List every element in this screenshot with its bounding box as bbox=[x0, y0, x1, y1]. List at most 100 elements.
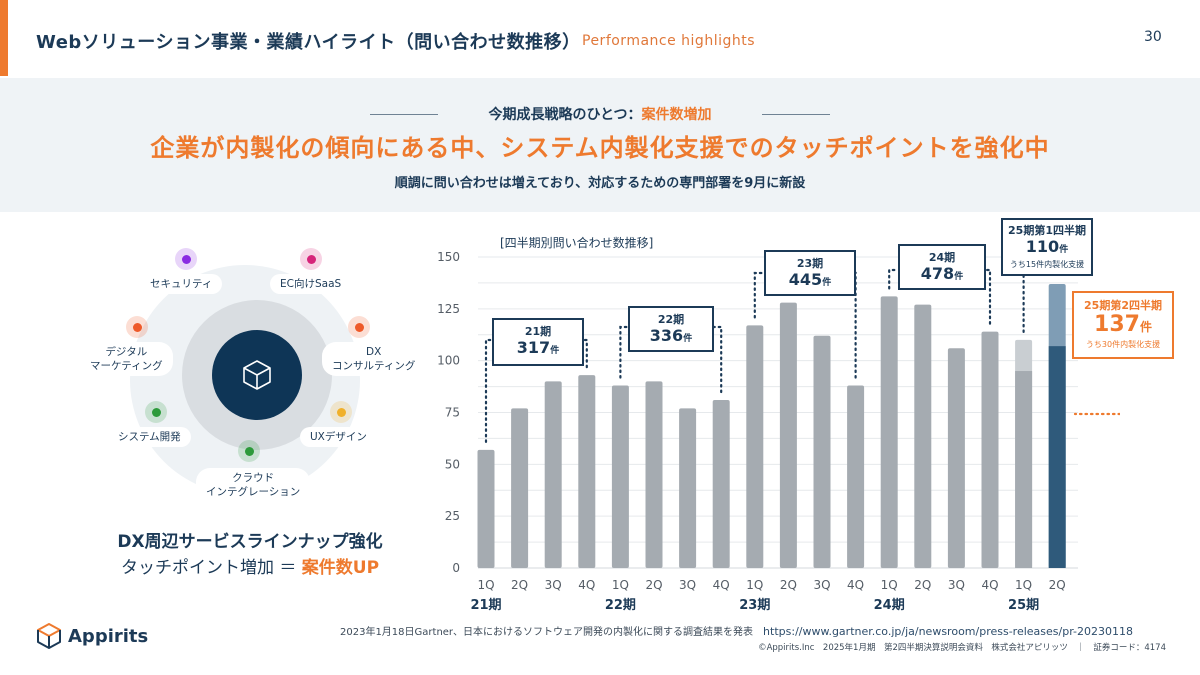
service-label: DX コンサルティング bbox=[322, 342, 426, 376]
callout-bracket bbox=[888, 268, 899, 290]
bar-base-segment bbox=[1048, 346, 1066, 568]
touchpoint-equation: タッチポイント増加 ＝ 案件数UP bbox=[90, 553, 410, 578]
callout-bracket bbox=[619, 325, 630, 379]
service-label: システム開発 bbox=[108, 427, 191, 447]
y-tick-label: 0 bbox=[452, 561, 460, 575]
x-tick-label: 3Q bbox=[948, 578, 965, 592]
callout-period: 22期 bbox=[657, 313, 685, 326]
q1-25-callout: 25期第1四半期 110件うち15件内製化支援 bbox=[1001, 218, 1093, 276]
x-tick-label: 1Q bbox=[477, 578, 494, 592]
bar bbox=[712, 400, 730, 568]
period-total-callout: 21期 317件 bbox=[492, 318, 584, 366]
x-tick-label: 4Q bbox=[981, 578, 998, 592]
callout-value: 445件 bbox=[788, 270, 832, 289]
x-tick-label: 3Q bbox=[679, 578, 696, 592]
divider-right bbox=[762, 114, 830, 115]
callout-period: 23期 bbox=[796, 257, 824, 270]
period-total-callout: 24期 478件 bbox=[898, 244, 986, 290]
callout-value: 110件 bbox=[1025, 237, 1069, 256]
divider-left bbox=[370, 114, 438, 115]
logo-text: Appirits bbox=[68, 625, 149, 647]
bar bbox=[947, 348, 965, 568]
x-tick-label: 1Q bbox=[1015, 578, 1032, 592]
x-tick-label: 1Q bbox=[881, 578, 898, 592]
y-tick-label: 75 bbox=[445, 406, 460, 420]
period-label: 22期 bbox=[605, 598, 636, 613]
wheel-core bbox=[212, 330, 302, 420]
bar bbox=[880, 296, 898, 568]
service-dot bbox=[175, 248, 197, 270]
bar-base-segment bbox=[1015, 371, 1033, 568]
service-dot bbox=[348, 316, 370, 338]
callout-period: 25期第2四半期 bbox=[1084, 299, 1162, 312]
y-tick-label: 150 bbox=[437, 250, 460, 264]
banner-lead-prefix: 今期成長戦略のひとつ： bbox=[488, 107, 642, 123]
lineup-tagline: DX周辺サービスラインナップ強化 bbox=[117, 532, 383, 552]
source-text: 2023年1月18日Gartner、日本におけるソフトウェア開発の内製化に関する… bbox=[340, 627, 754, 638]
bar bbox=[477, 449, 495, 568]
callout-bracket bbox=[980, 268, 992, 325]
service-label: セキュリティ bbox=[140, 274, 223, 294]
callout-note: うち30件内製化支援 bbox=[1085, 340, 1161, 349]
bar bbox=[779, 302, 797, 568]
bar bbox=[679, 408, 697, 568]
callout-note: うち15件内製化支援 bbox=[1009, 260, 1085, 269]
service-dot bbox=[300, 248, 322, 270]
callout-value: 137件 bbox=[1094, 312, 1152, 337]
service-wheel: セキュリティ EC向けSaaS DX コンサルティング UXデザイン クラウド インテグレー… bbox=[60, 240, 430, 510]
callout-bracket bbox=[712, 325, 723, 394]
chart-title: [四半期別問い合わせ数推移] bbox=[500, 235, 653, 250]
copyright-footer: ©Appirits.Inc 2025年1月期 第2四半期決算説明会資料 株式会社… bbox=[758, 643, 1166, 653]
x-tick-label: 2Q bbox=[780, 578, 797, 592]
y-tick-label: 125 bbox=[437, 302, 460, 316]
x-tick-label: 2Q bbox=[645, 578, 662, 592]
callout-value: 317件 bbox=[516, 338, 560, 357]
service-dot bbox=[238, 440, 260, 462]
page-title: Webソリューション事業・業績ハイライト（問い合わせ数推移） bbox=[36, 32, 581, 53]
x-tick-label: 1Q bbox=[746, 578, 763, 592]
callout-connector-orange bbox=[1073, 412, 1120, 416]
header-accent-bar bbox=[0, 0, 8, 76]
source-note: 2023年1月18日Gartner、日本におけるソフトウェア開発の内製化に関する… bbox=[340, 623, 1133, 638]
service-dot bbox=[330, 401, 352, 423]
x-tick-label: 4Q bbox=[847, 578, 864, 592]
x-tick-label: 4Q bbox=[578, 578, 595, 592]
service-label: EC向けSaaS bbox=[270, 274, 352, 294]
box-icon bbox=[243, 360, 271, 390]
bar bbox=[746, 325, 764, 568]
callout-period: 25期第1四半期 bbox=[1008, 224, 1086, 237]
banner-description: 順調に問い合わせは増えており、対応するための専門部署を9月に新設 bbox=[394, 176, 806, 191]
y-tick-label: 100 bbox=[437, 354, 460, 368]
page-subtitle-en: Performance highlights bbox=[582, 33, 756, 49]
banner-lead-highlight: 案件数増加 bbox=[641, 107, 712, 123]
x-tick-label: 2Q bbox=[914, 578, 931, 592]
callout-period: 24期 bbox=[928, 251, 956, 264]
service-dot bbox=[126, 316, 148, 338]
period-label: 21期 bbox=[470, 598, 501, 613]
bar bbox=[981, 331, 999, 568]
service-label: クラウド インテグレーション bbox=[196, 468, 311, 502]
source-link[interactable]: https://www.gartner.co.jp/ja/newsroom/pr… bbox=[763, 625, 1133, 638]
service-dot bbox=[145, 401, 167, 423]
period-label: 25期 bbox=[1008, 598, 1039, 613]
bar bbox=[511, 408, 529, 568]
page-number: 30 bbox=[1144, 29, 1162, 45]
equation-prefix: タッチポイント増加 ＝ bbox=[120, 558, 302, 578]
bar bbox=[847, 385, 865, 568]
service-label: デジタル マーケティング bbox=[80, 342, 173, 376]
bar bbox=[813, 335, 831, 568]
appirits-logo: Appirits bbox=[36, 622, 148, 650]
x-tick-label: 3Q bbox=[813, 578, 830, 592]
q2-25-callout: 25期第2四半期 137件うち30件内製化支援 bbox=[1072, 291, 1174, 359]
strategy-banner: 今期成長戦略のひとつ：案件数増加 企業が内製化の傾向にある中、システム内製化支援… bbox=[0, 78, 1200, 212]
x-tick-label: 2Q bbox=[511, 578, 528, 592]
banner-lead: 今期成長戦略のひとつ：案件数増加 bbox=[0, 104, 1200, 124]
bar bbox=[611, 385, 629, 568]
period-total-callout: 23期 445件 bbox=[764, 250, 856, 296]
logo-cube-icon bbox=[37, 623, 61, 649]
x-tick-label: 2Q bbox=[1049, 578, 1066, 592]
bar bbox=[544, 381, 562, 568]
bar bbox=[645, 381, 663, 568]
bar bbox=[578, 375, 596, 568]
callout-value: 336件 bbox=[649, 326, 693, 345]
